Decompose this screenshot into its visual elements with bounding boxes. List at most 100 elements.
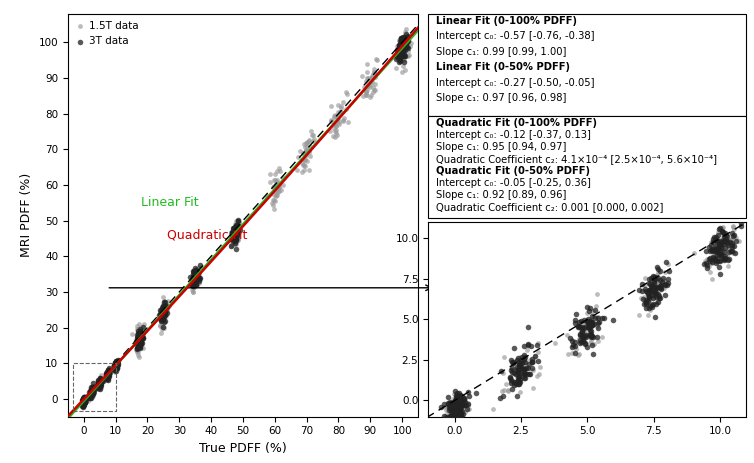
1.5T data: [365, 74, 377, 81]
3T data: [158, 310, 170, 317]
3T data: [76, 400, 88, 408]
1.5T data: [131, 348, 143, 356]
3T data: [191, 274, 203, 281]
1.5T data: [404, 42, 416, 49]
3T data: [157, 312, 169, 319]
3T data: [134, 342, 146, 349]
1.5T data: [158, 297, 170, 304]
1.5T data: [158, 325, 170, 332]
Point: [442, 393, 454, 400]
1.5T data: [77, 400, 89, 407]
3T data: [84, 387, 97, 394]
3T data: [396, 42, 408, 49]
1.5T data: [93, 381, 105, 388]
Point: [444, 412, 456, 419]
Point: [582, 319, 594, 326]
1.5T data: [302, 144, 314, 151]
1.5T data: [134, 333, 146, 340]
3T data: [109, 362, 121, 369]
1.5T data: [294, 148, 306, 155]
Point: [440, 406, 452, 413]
1.5T data: [102, 370, 114, 377]
3T data: [229, 227, 241, 235]
Point: [453, 403, 465, 411]
3T data: [231, 229, 243, 237]
Point: [722, 242, 734, 249]
3T data: [109, 362, 121, 369]
Point: [443, 406, 455, 413]
Point: [647, 294, 659, 301]
Point: [652, 274, 664, 282]
3T data: [229, 224, 241, 232]
3T data: [93, 380, 105, 388]
Point: [663, 267, 675, 275]
1.5T data: [110, 364, 122, 371]
3T data: [101, 369, 113, 377]
3T data: [158, 310, 170, 317]
Point: [727, 222, 739, 229]
1.5T data: [102, 369, 114, 377]
Point: [699, 258, 711, 265]
3T data: [102, 368, 114, 375]
1.5T data: [270, 192, 282, 200]
Point: [582, 319, 594, 327]
Point: [584, 319, 596, 326]
3T data: [229, 235, 241, 243]
Point: [645, 280, 657, 288]
1.5T data: [86, 387, 98, 394]
Point: [456, 413, 468, 421]
1.5T data: [340, 105, 352, 113]
1.5T data: [190, 270, 202, 278]
1.5T data: [95, 377, 107, 384]
3T data: [101, 375, 113, 382]
1.5T data: [360, 77, 372, 85]
1.5T data: [110, 361, 122, 369]
Point: [709, 245, 721, 252]
1.5T data: [102, 367, 114, 375]
3T data: [78, 398, 90, 405]
3T data: [195, 275, 207, 282]
Point: [443, 404, 455, 411]
1.5T data: [133, 331, 146, 338]
3T data: [77, 401, 89, 409]
Text: Slope c₁: 0.97 [0.96, 0.98]: Slope c₁: 0.97 [0.96, 0.98]: [436, 94, 566, 103]
1.5T data: [394, 44, 406, 51]
3T data: [157, 315, 169, 323]
3T data: [78, 396, 90, 404]
Point: [512, 377, 524, 384]
1.5T data: [394, 37, 406, 44]
1.5T data: [330, 122, 342, 129]
3T data: [191, 270, 203, 278]
3T data: [93, 383, 106, 390]
3T data: [231, 222, 244, 229]
3T data: [192, 274, 204, 282]
Point: [651, 284, 663, 291]
3T data: [85, 390, 97, 398]
1.5T data: [188, 269, 201, 276]
3T data: [100, 373, 112, 380]
Point: [724, 238, 736, 246]
1.5T data: [84, 390, 97, 398]
3T data: [228, 227, 241, 235]
Point: [447, 401, 459, 408]
Point: [462, 401, 474, 408]
Point: [723, 256, 735, 263]
Point: [718, 237, 730, 244]
Point: [512, 375, 524, 382]
Point: [579, 339, 591, 346]
1.5T data: [110, 362, 122, 369]
Point: [716, 229, 728, 236]
3T data: [133, 335, 146, 343]
Point: [448, 413, 460, 420]
1.5T data: [296, 159, 308, 167]
Text: Quadratic Fit (0-50% PDFF): Quadratic Fit (0-50% PDFF): [436, 166, 590, 176]
Point: [593, 319, 605, 327]
3T data: [187, 271, 199, 278]
1.5T data: [100, 376, 112, 384]
Point: [575, 328, 587, 336]
Point: [642, 294, 654, 301]
3T data: [110, 358, 122, 365]
3T data: [77, 400, 89, 407]
Point: [519, 370, 531, 378]
Point: [711, 245, 723, 252]
